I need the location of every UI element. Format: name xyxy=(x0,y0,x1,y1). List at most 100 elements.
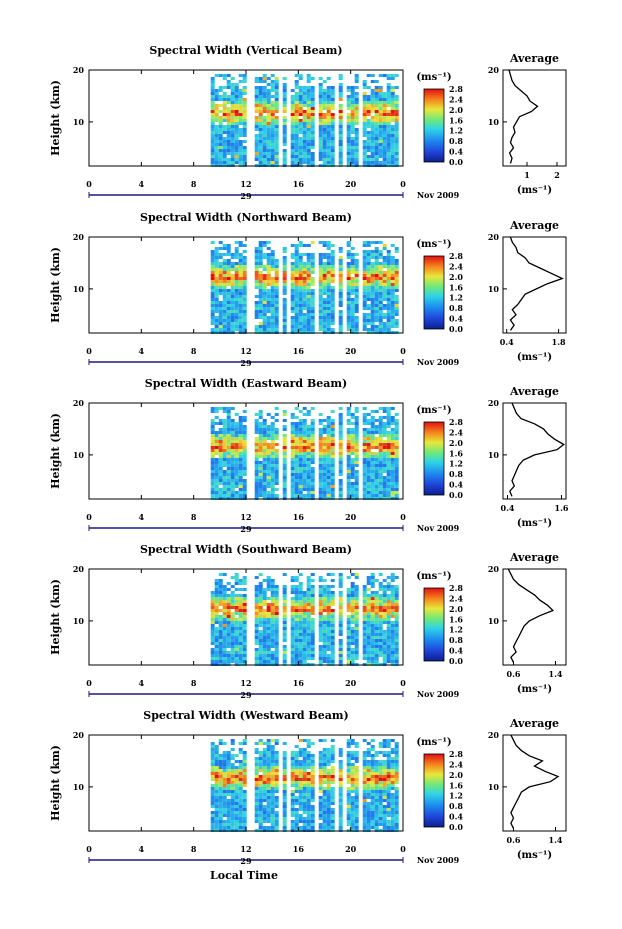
heatmap-cell xyxy=(274,289,279,292)
heatmap-cell xyxy=(210,304,215,307)
heatmap-cell xyxy=(234,158,239,161)
heatmap-cell xyxy=(274,624,279,627)
heatmap-cell xyxy=(330,268,335,271)
heatmap-cell xyxy=(234,128,239,131)
heatmap-cell xyxy=(270,482,275,485)
heatmap-cell xyxy=(382,452,387,455)
heatmap-cell xyxy=(362,125,367,128)
heatmap-cell xyxy=(362,250,367,253)
heatmap-cell xyxy=(350,440,355,443)
heatmap-cell xyxy=(266,155,271,158)
heatmap-cell xyxy=(210,128,215,131)
heatmap-cell xyxy=(330,597,335,600)
heatmap-cell xyxy=(210,600,215,603)
heatmap-cell xyxy=(254,784,259,787)
heatmap-cell xyxy=(262,494,267,497)
heatmap-cell xyxy=(310,301,315,304)
heatmap-cell xyxy=(214,322,219,325)
heatmap-cell xyxy=(210,86,215,89)
heatmap-cell xyxy=(338,639,343,642)
heatmap-cell xyxy=(322,319,327,322)
heatmap-cell xyxy=(222,313,227,316)
heatmap-cell xyxy=(230,799,235,802)
heatmap-cell xyxy=(378,271,383,274)
heatmap-cell xyxy=(238,458,243,461)
heatmap-cell xyxy=(310,588,315,591)
heatmap-cell xyxy=(282,615,287,618)
heatmap-cell xyxy=(230,473,235,476)
x-tick-label: 20 xyxy=(345,179,357,189)
heatmap-cell xyxy=(382,316,387,319)
heatmap-cell xyxy=(394,431,399,434)
heatmap-cell xyxy=(338,283,343,286)
heatmap-cell xyxy=(354,654,359,657)
heatmap-cell xyxy=(306,122,311,125)
heatmap-cell xyxy=(310,310,315,313)
heatmap-cell xyxy=(242,274,247,277)
heatmap-cell xyxy=(258,660,263,663)
heatmap-cell xyxy=(306,259,311,262)
heatmap-cell xyxy=(346,464,351,467)
heatmap-cell xyxy=(362,95,367,98)
heatmap-cell xyxy=(306,657,311,660)
heatmap-cell xyxy=(290,161,295,164)
heatmap-cell xyxy=(374,92,379,95)
heatmap-cell xyxy=(302,754,307,757)
heatmap-cell xyxy=(266,304,271,307)
heatmap-cell xyxy=(306,256,311,259)
heatmap-cell xyxy=(234,630,239,633)
heatmap-cell xyxy=(366,491,371,494)
heatmap-cell xyxy=(254,425,259,428)
heatmap-cell xyxy=(338,119,343,122)
heatmap-cell xyxy=(238,134,243,137)
heatmap-cell xyxy=(330,122,335,125)
heatmap-cell xyxy=(266,274,271,277)
heatmap-cell xyxy=(386,449,391,452)
heatmap-cell xyxy=(214,268,219,271)
heatmap-cell xyxy=(322,594,327,597)
heatmap-cell xyxy=(346,262,351,265)
heatmap-cell xyxy=(310,298,315,301)
heatmap-cell xyxy=(338,470,343,473)
heatmap-cell xyxy=(330,615,335,618)
heatmap-cell xyxy=(270,464,275,467)
heatmap-cell xyxy=(366,253,371,256)
heatmap-cell xyxy=(302,119,307,122)
heatmap-cell xyxy=(210,286,215,289)
heatmap-cell xyxy=(378,152,383,155)
colorbar-unit: (ms⁻¹) xyxy=(416,239,451,250)
heatmap-cell xyxy=(338,259,343,262)
heatmap-cell xyxy=(270,149,275,152)
heatmap-cell xyxy=(318,603,323,606)
heatmap-cell xyxy=(326,89,331,92)
heatmap-cell xyxy=(370,268,375,271)
heatmap-cell xyxy=(234,134,239,137)
heatmap-cell xyxy=(238,268,243,271)
heatmap-cell xyxy=(262,419,267,422)
heatmap-cell xyxy=(374,431,379,434)
heatmap-cell xyxy=(302,748,307,751)
heatmap-cell xyxy=(230,476,235,479)
heatmap-cell xyxy=(322,310,327,313)
heatmap-cell xyxy=(282,630,287,633)
heatmap-cell xyxy=(258,446,263,449)
heatmap-cell xyxy=(306,286,311,289)
heatmap-cell xyxy=(310,86,315,89)
heatmap-cell xyxy=(214,125,219,128)
heatmap-cell xyxy=(382,479,387,482)
heatmap-cell xyxy=(346,594,351,597)
heatmap-cell xyxy=(386,149,391,152)
heatmap-cell xyxy=(366,256,371,259)
heatmap-cell xyxy=(222,422,227,425)
heatmap-cell xyxy=(210,772,215,775)
heatmap-cell xyxy=(210,494,215,497)
heatmap-cell xyxy=(226,410,231,413)
heatmap-cell xyxy=(350,651,355,654)
heatmap-cell xyxy=(394,301,399,304)
heatmap-cell xyxy=(230,443,235,446)
heatmap-cell xyxy=(218,573,223,576)
heatmap-cell xyxy=(390,125,395,128)
heatmap-cell xyxy=(274,431,279,434)
heatmap-cell xyxy=(346,125,351,128)
heatmap-cell xyxy=(274,158,279,161)
